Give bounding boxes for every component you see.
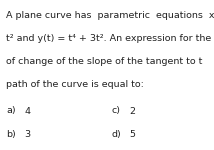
Text: b): b) — [6, 130, 16, 139]
Text: 3: 3 — [25, 130, 31, 139]
Text: d): d) — [111, 130, 121, 139]
Text: 4: 4 — [25, 106, 31, 116]
Text: t² and y(t) = t⁴ + 3t². An expression for the ra: t² and y(t) = t⁴ + 3t². An expression fo… — [6, 34, 214, 43]
Text: path of the curve is equal to:: path of the curve is equal to: — [6, 80, 144, 89]
Text: a): a) — [6, 106, 16, 116]
Text: 2: 2 — [129, 106, 135, 116]
Text: 5: 5 — [129, 130, 135, 139]
Text: c): c) — [111, 106, 120, 116]
Text: of change of the slope of the tangent to t: of change of the slope of the tangent to… — [6, 57, 203, 66]
Text: A plane curve has  parametric  equations  x(t): A plane curve has parametric equations x… — [6, 11, 214, 20]
